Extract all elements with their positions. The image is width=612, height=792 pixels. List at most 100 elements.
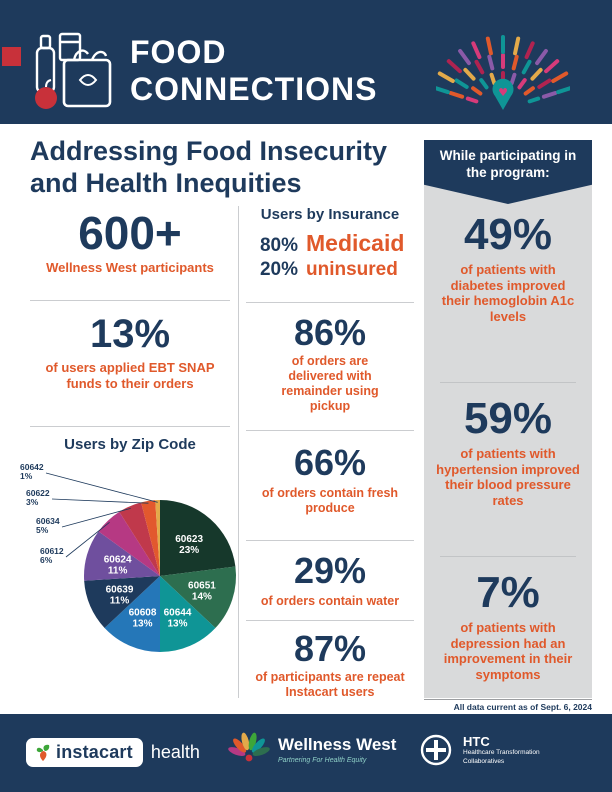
diabetes-value: 49% [463,210,553,259]
sunburst-ray [446,59,462,74]
pie-pct-60644: 13% [167,618,187,629]
sunburst-ray [471,86,483,96]
pie-pct-60651: 14% [192,592,212,603]
pie-leader-line-60612 [65,521,110,558]
sunburst-ray [544,59,560,74]
sunburst-ray [509,72,517,86]
hypertension-label: of patients with hypertension improved t… [436,446,580,508]
repeat-users-value: 87% [293,628,367,669]
data-current-footnote: All data current as of Sept. 6, 2024 [453,702,592,712]
carrot-icon [36,744,50,761]
diabetes-label: of patients with diabetes improved their… [441,262,575,324]
pie-slice-60639 [84,576,160,629]
sunburst-ray [521,59,532,75]
pie-slice-60642 [155,500,160,576]
instacart-health-word: health [150,742,200,762]
sunburst-ray [530,67,543,81]
pie-label-60642: 60642 [20,462,44,472]
pie-slice-60651 [160,566,236,629]
column-divider [238,206,239,698]
insurance-label-uninsured: uninsured [306,259,398,280]
pie-label-60651: 60651 [188,581,216,592]
sunburst-ray [471,41,482,60]
footer-banner: instacart health Wellness West Partnerin… [0,714,612,792]
sunburst-ray [479,78,489,90]
wellness-west-icon [228,732,270,762]
sunburst-ray [487,54,495,71]
pie-label-60634: 60634 [36,516,60,526]
depression-value: 7% [476,568,540,617]
pie-label-60623: 60623 [175,534,203,545]
location-pin-icon [492,78,514,110]
pie-slice-60612 [98,511,160,576]
pie-leader-line-60642 [45,472,158,503]
sunburst-ray [489,72,497,86]
middle-divider-1 [246,302,414,303]
pie-slice-60624 [84,531,160,581]
sunburst-ray [511,54,519,71]
red-accent-square [2,47,21,66]
footnote-rule [424,699,592,700]
pie-label-60608: 60608 [129,607,157,618]
produce-value: 66% [293,442,367,483]
zip-pie-chart: 6062323%6065114%6064413%6060813%6063911%… [20,462,236,652]
left-divider-2 [30,426,230,427]
left-divider-1 [30,300,230,301]
sunburst-icon: ♥ [436,35,570,110]
sunburst-ray [463,67,476,81]
sunburst-ray [436,86,450,95]
htc-name-line2: Collaboratives [463,757,505,765]
pie-label-60644: 60644 [164,607,192,618]
page-title-line2: and Health Inequities [30,167,302,198]
hypertension-value: 59% [463,394,553,443]
pie-slice-60623 [160,500,236,576]
ebt-value: 13% [89,312,171,356]
pie-pct-60622: 3% [26,497,39,507]
pie-slice-60644 [160,576,216,652]
pie-leader-line-60622 [51,498,149,504]
sunburst-ray [535,48,548,66]
water-value: 29% [293,550,367,591]
pie-pct-60624: 11% [108,566,128,577]
pie-slice-60608 [104,576,160,652]
header-banner: FOOD CONNECTIONS ♥ [0,0,612,124]
pie-slice-60622 [141,500,160,576]
header-title-line2: CONNECTIONS [130,71,378,108]
sunburst-ray [485,36,493,56]
repeat-users-label: of participants are repeat Instacart use… [255,670,405,699]
pie-label-60639: 60639 [106,585,134,596]
sunburst-ray [454,78,469,89]
page-title-line1: Addressing Food Insecurity [30,136,388,166]
insurance-heading: Users by Insurance [260,206,400,223]
program-banner-text: While participating in the program: [439,148,577,180]
sunburst-ray [523,86,535,96]
pie-pct-60634: 5% [36,525,49,535]
middle-divider-2 [246,430,414,431]
panel-divider-1 [440,382,576,383]
instacart-logo-box: instacart [26,738,143,767]
pie-label-60624: 60624 [104,555,132,566]
insurance-label-medicaid: Medicaid [306,230,405,256]
sunburst-ray [527,96,541,104]
wellness-west-logo: Wellness West Partnering For Health Equi… [228,726,396,772]
instacart-wordmark: instacart [56,742,133,762]
page-title: Addressing Food Insecurity and Health In… [30,136,422,200]
sunburst-ray [556,86,570,95]
pie-pct-60639: 11% [110,596,130,607]
depression-label: of patients with depression had an impro… [443,620,573,682]
sunburst-ray [517,78,527,90]
sunburst-ray [541,91,558,99]
sunburst-ray [513,36,521,56]
program-results-panel [424,140,592,698]
wellness-west-text: Wellness West Partnering For Health Equi… [278,735,396,764]
pie-pct-60623: 23% [179,545,199,556]
pie-label-60622: 60622 [26,488,50,498]
header-title: FOOD CONNECTIONS [130,34,377,108]
sunburst-ray [537,78,552,89]
produce-label: of orders contain fresh produce [261,486,399,515]
insurance-pct-medicaid: 80% [259,235,298,256]
insurance-pct-uninsured: 20% [259,259,298,280]
sunburst-ray [474,59,485,75]
insurance-table: 80% Medicaid 20% uninsured [252,230,414,281]
